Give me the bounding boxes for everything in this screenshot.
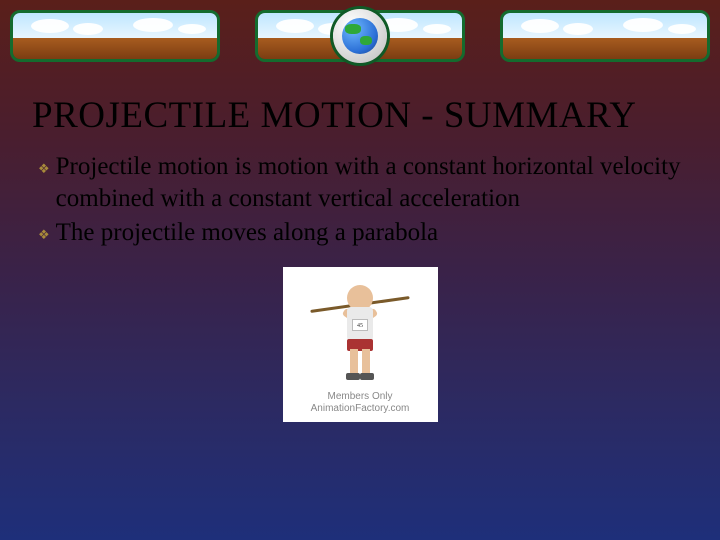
bullet-item: ❖ The projectile moves along a parabola [38,217,682,249]
banner-panel-right [500,10,710,62]
clipart-watermark: Members Only AnimationFactory.com [283,391,438,414]
watermark-line: Members Only [283,391,438,403]
bullet-glyph-icon: ❖ [38,161,50,177]
slide-body: ❖ Projectile motion is motion with a con… [0,151,720,422]
bullet-item: ❖ Projectile motion is motion with a con… [38,151,682,215]
slide-title: PROJECTILE MOTION - SUMMARY [32,94,720,137]
globe-icon [333,9,387,63]
bullet-glyph-icon: ❖ [38,227,50,243]
clipart-javelin-thrower: 45 Members Only AnimationFactory.com [283,267,438,422]
banner-panel-left [10,10,220,62]
bullet-text: Projectile motion is motion with a const… [56,151,682,215]
decorative-banner [0,0,720,72]
watermark-line: AnimationFactory.com [283,403,438,415]
bullet-text: The projectile moves along a parabola [56,217,438,249]
bib-number: 45 [352,319,368,331]
